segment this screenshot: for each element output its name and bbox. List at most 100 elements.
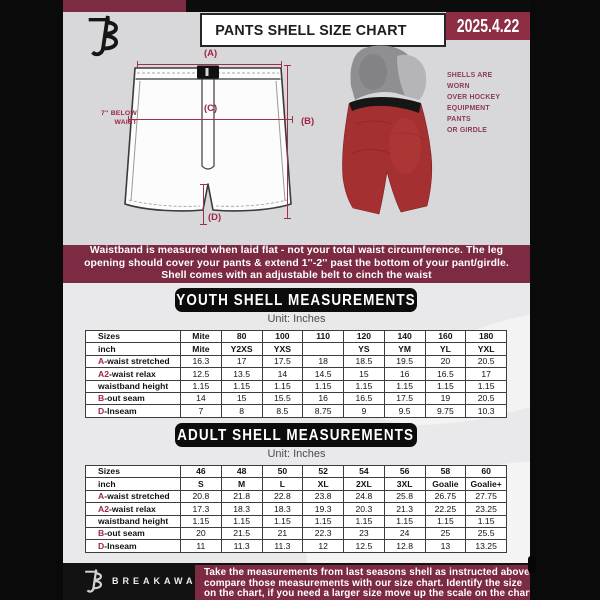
table-cell: 2XL	[343, 477, 385, 491]
row-label: D-Inseam	[85, 404, 181, 418]
table-cell: 48	[220, 464, 263, 479]
table-cell: 8.5	[261, 404, 304, 418]
table-row: Sizes Mite 80 100 110 120 140 160 180	[85, 329, 507, 344]
youth-size-table: Sizes Mite 80 100 110 120 140 160 180 inch Mite Y2X…	[85, 329, 507, 418]
table-cell: 10.3	[465, 404, 507, 418]
table-cell: Goalie+	[465, 477, 507, 491]
row-label: A2-waist relax	[85, 502, 181, 516]
row-label: A-waist stretched	[85, 489, 181, 504]
table-cell: 120	[343, 329, 385, 344]
table-cell: 16.3	[180, 354, 222, 369]
table-cell: 23.25	[465, 502, 507, 516]
table-row: D-Inseam 11 11.3 11.3 12 12.5 12.8 13 13.25	[85, 539, 507, 553]
table-row: D-Inseam 7 8 8.5 8.75 9 9.5 9.75 10.3	[85, 404, 507, 418]
table-cell: XL	[302, 477, 344, 491]
table-cell: 16.5	[343, 391, 385, 406]
table-cell: 1.15	[424, 514, 467, 528]
table-cell: 140	[383, 329, 426, 344]
row-label: D-Inseam	[85, 539, 181, 553]
page-title: PANTS SHELL SIZE CHART	[215, 21, 407, 39]
table-row: waistband height 1.15 1.15 1.15 1.15 1.15 1.15…	[85, 514, 507, 528]
table-cell: YXL	[465, 342, 507, 356]
label-a: (A)	[204, 48, 218, 59]
table-cell: YM	[383, 342, 426, 356]
table-cell: 1.15	[220, 514, 263, 528]
table-cell: 20.5	[465, 391, 507, 406]
footer-brand-name: BREAKAWAY	[112, 575, 206, 586]
table-cell: 22.25	[424, 502, 467, 516]
page-title-box: PANTS SHELL SIZE CHART	[200, 13, 446, 47]
table-cell: 17	[465, 367, 507, 381]
table-cell: 19	[424, 391, 467, 406]
footer-note: Take the measurements from last seasons …	[195, 565, 530, 600]
table-cell: 60	[465, 464, 507, 479]
table-cell: 17.3	[180, 502, 222, 516]
table-cell: YXS	[261, 342, 304, 356]
table-cell: 13	[424, 539, 467, 553]
shell-photo-illustration	[342, 45, 433, 215]
table-cell: 3XL	[383, 477, 426, 491]
top-strip-black	[186, 0, 530, 12]
table-cell: 22.8	[261, 489, 304, 504]
top-strip-maroon	[63, 0, 186, 12]
table-cell: YS	[343, 342, 385, 356]
table-cell: 12.8	[383, 539, 426, 553]
table-cell: 13.5	[220, 367, 263, 381]
table-row: B-out seam 20 21.5 21 22.3 23 24 25 25.5	[85, 526, 507, 541]
table-cell: 19.3	[302, 502, 344, 516]
table-cell: 46	[180, 464, 222, 479]
table-cell: 15.5	[261, 391, 304, 406]
table-cell: 24.8	[343, 489, 385, 504]
table-cell: 20.3	[343, 502, 385, 516]
table-cell: 23.8	[302, 489, 344, 504]
table-cell: 25.5	[465, 526, 507, 541]
table-cell: 9.5	[383, 404, 426, 418]
table-cell: 18.3	[220, 502, 263, 516]
table-row: A2-waist relax 12.5 13.5 14 14.5 15 16 16.5 17	[85, 367, 507, 381]
shorts-diagram	[124, 65, 292, 212]
youth-section-heading: YOUTH SHELL MEASUREMENTS	[175, 288, 417, 312]
adult-section-heading: ADULT SHELL MEASUREMENTS	[175, 423, 417, 447]
table-cell: 24	[383, 526, 426, 541]
table-cell: 14.5	[302, 367, 344, 381]
table-cell: 17.5	[261, 354, 304, 369]
table-cell: 1.15	[261, 379, 304, 393]
table-cell: Goalie	[424, 477, 467, 491]
notice-band: Waistband is measured when laid flat - n…	[63, 245, 530, 283]
table-cell: 100	[261, 329, 304, 344]
adult-size-table: Sizes 46 48 50 52 54 56 58 60 inch S M L XL 2XL 3XL Goal…	[85, 464, 507, 553]
table-cell: 1.15	[180, 514, 222, 528]
table-row: inch Mite Y2XS YXS YS YM YL YXL	[85, 342, 507, 356]
table-cell: 14	[180, 391, 222, 406]
table-cell: 18.5	[343, 354, 385, 369]
table-cell: 52	[302, 464, 344, 479]
table-cell: 20.8	[180, 489, 222, 504]
table-cell: 20	[424, 354, 467, 369]
table-cell: 1.15	[180, 379, 222, 393]
table-cell: 1.15	[302, 514, 344, 528]
table-cell: 12.5	[180, 367, 222, 381]
row-label: A2-waist relax	[85, 367, 181, 381]
table-cell: 11.3	[261, 539, 304, 553]
table-row: A-waist stretched 20.8 21.8 22.8 23.8 24.8 25.…	[85, 489, 507, 504]
table-cell: 1.15	[220, 379, 263, 393]
table-cell: M	[220, 477, 263, 491]
table-cell: 80	[220, 329, 263, 344]
measure-line-b	[284, 65, 291, 219]
table-cell: 17	[220, 354, 263, 369]
table-cell: 13.25	[465, 539, 507, 553]
table-cell: S	[180, 477, 222, 491]
content-area: PANTS SHELL SIZE CHART 2025.4.22 (A) (B)…	[63, 0, 530, 600]
table-cell	[302, 342, 344, 356]
table-cell: 19.5	[383, 354, 426, 369]
table-cell: 1.15	[383, 379, 426, 393]
table-cell: 25.8	[383, 489, 426, 504]
table-cell: 22.3	[302, 526, 344, 541]
row-label: inch	[85, 342, 181, 356]
table-cell: 20	[180, 526, 222, 541]
table-cell: 1.15	[302, 379, 344, 393]
date-badge: 2025.4.22	[446, 12, 530, 40]
table-cell: 21	[261, 526, 304, 541]
table-cell: 160	[424, 329, 467, 344]
table-cell: 7	[180, 404, 222, 418]
